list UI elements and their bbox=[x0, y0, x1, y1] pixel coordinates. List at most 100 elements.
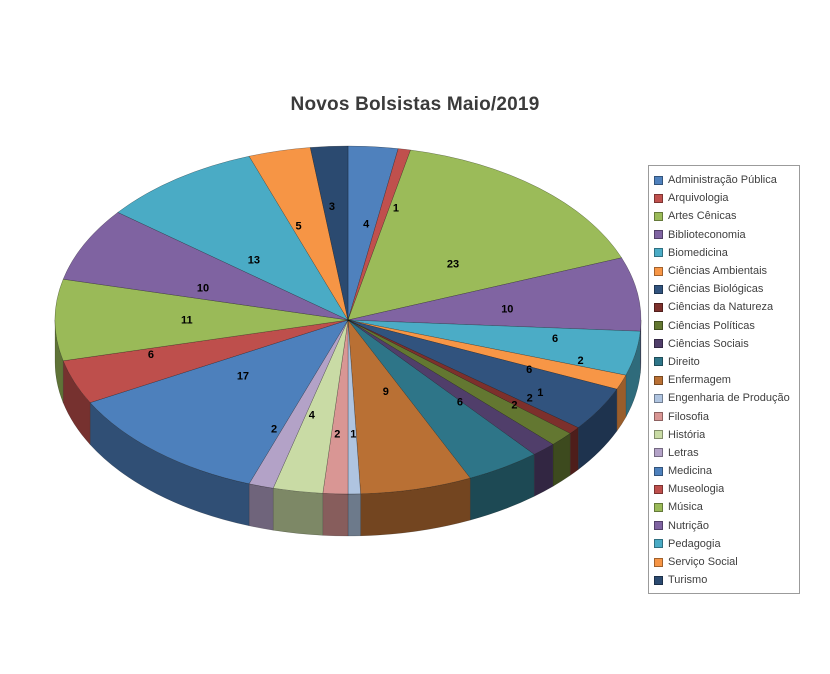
legend-label: Enfermagem bbox=[668, 374, 731, 387]
legend-item: Ciências da Natureza bbox=[654, 298, 795, 316]
legend-item: Artes Cênicas bbox=[654, 207, 795, 225]
pie-slice bbox=[347, 319, 641, 376]
legend-swatch bbox=[654, 284, 663, 294]
legend-label: Artes Cênicas bbox=[668, 210, 737, 223]
legend-item: Administração Pública bbox=[654, 171, 795, 189]
slice-data-label: 6 bbox=[457, 396, 463, 408]
pie-slice bbox=[347, 148, 411, 321]
slice-data-label: 9 bbox=[383, 386, 389, 398]
slice-data-label: 2 bbox=[271, 423, 277, 435]
slice-data-label: 11 bbox=[181, 315, 193, 327]
legend-label: Música bbox=[668, 501, 703, 514]
legend-item: Letras bbox=[654, 444, 795, 462]
slice-data-label: 1 bbox=[350, 428, 356, 440]
legend-item: Direito bbox=[654, 353, 795, 371]
legend-label: Arquivologia bbox=[668, 192, 729, 205]
legend-item: Pedagogia bbox=[654, 535, 795, 553]
pie-slice bbox=[347, 319, 579, 434]
legend-label: Medicina bbox=[668, 465, 713, 478]
legend-swatch bbox=[654, 466, 663, 476]
pie-slice bbox=[347, 149, 623, 321]
legend-swatch bbox=[654, 302, 663, 312]
slice-data-label: 6 bbox=[526, 364, 532, 376]
pie-slice bbox=[347, 319, 471, 495]
legend-item: Música bbox=[654, 498, 795, 516]
legend-swatch bbox=[654, 484, 663, 494]
legend-item: Medicina bbox=[654, 462, 795, 480]
legend-swatch bbox=[654, 357, 663, 367]
slice-data-label: 10 bbox=[197, 282, 209, 294]
pie-slice bbox=[272, 319, 349, 494]
legend-label: Ciências Ambientais bbox=[668, 265, 768, 278]
legend-swatch bbox=[654, 502, 663, 512]
legend-label: Biblioteconomia bbox=[668, 228, 746, 241]
slice-data-label: 2 bbox=[578, 355, 584, 367]
pie-slice-side bbox=[272, 487, 324, 536]
legend-item: Enfermagem bbox=[654, 371, 795, 389]
legend: Administração Pública Arquivologia Artes C… bbox=[648, 165, 800, 595]
legend-swatch bbox=[654, 321, 663, 331]
slice-data-label: 6 bbox=[552, 333, 558, 345]
slice-data-label: 23 bbox=[447, 259, 459, 271]
pie-slice bbox=[347, 319, 571, 445]
legend-label: Serviço Social bbox=[668, 556, 738, 569]
legend-label: História bbox=[668, 428, 706, 441]
pie-slice bbox=[347, 145, 399, 321]
slice-data-label: 3 bbox=[329, 201, 335, 213]
legend-item: Engenharia de Produção bbox=[654, 389, 795, 407]
legend-swatch bbox=[654, 412, 663, 422]
legend-label: Engenharia de Produção bbox=[668, 392, 790, 405]
legend-label: Ciências Sociais bbox=[668, 337, 749, 350]
pie-slice bbox=[62, 319, 349, 403]
legend-label: Biomedicina bbox=[668, 246, 728, 259]
legend-item: Ciências Biológicas bbox=[654, 280, 795, 298]
pie-slice bbox=[347, 319, 361, 495]
pie-slice-side bbox=[347, 493, 361, 537]
slice-data-label: 2 bbox=[527, 392, 533, 404]
pie-slice bbox=[54, 278, 349, 362]
legend-label: Administração Pública bbox=[668, 174, 777, 187]
pie-slice-side bbox=[569, 427, 579, 476]
pie-slice bbox=[248, 147, 349, 321]
legend-label: Direito bbox=[668, 355, 700, 368]
legend-swatch bbox=[654, 375, 663, 385]
legend-swatch bbox=[654, 521, 663, 531]
legend-label: Nutrição bbox=[668, 519, 709, 532]
slice-data-label: 10 bbox=[501, 303, 513, 315]
legend-label: Filosofia bbox=[668, 410, 709, 423]
slice-data-label: 2 bbox=[334, 428, 340, 440]
legend-swatch bbox=[654, 430, 663, 440]
legend-item: Filosofia bbox=[654, 407, 795, 425]
legend-item: Serviço Social bbox=[654, 553, 795, 571]
legend-swatch bbox=[654, 248, 663, 258]
pie-slice bbox=[89, 319, 349, 485]
legend-item: Turismo bbox=[654, 571, 795, 589]
slice-data-label: 1 bbox=[537, 387, 543, 399]
legend-item: Ciências Ambientais bbox=[654, 262, 795, 280]
legend-item: Biblioteconomia bbox=[654, 226, 795, 244]
slice-data-label: 1 bbox=[393, 203, 399, 215]
legend-item: Biomedicina bbox=[654, 244, 795, 262]
legend-label: Pedagogia bbox=[668, 537, 721, 550]
pie-slice-side bbox=[322, 493, 349, 537]
pie-slice bbox=[347, 257, 642, 332]
legend-swatch bbox=[654, 211, 663, 221]
legend-swatch bbox=[654, 393, 663, 403]
pie-slice-side bbox=[248, 483, 274, 531]
legend-swatch bbox=[654, 539, 663, 549]
pie-slice bbox=[309, 145, 349, 321]
legend-label: Ciências Biológicas bbox=[668, 283, 764, 296]
legend-swatch bbox=[654, 266, 663, 276]
legend-swatch bbox=[654, 557, 663, 567]
pie-slice bbox=[322, 319, 349, 495]
pie-slice bbox=[347, 319, 554, 455]
pie-slice bbox=[347, 319, 627, 390]
legend-swatch bbox=[654, 175, 663, 185]
legend-item: Ciências Sociais bbox=[654, 335, 795, 353]
legend-item: História bbox=[654, 426, 795, 444]
legend-label: Turismo bbox=[668, 574, 708, 587]
legend-swatch bbox=[654, 448, 663, 458]
pie-slice bbox=[117, 155, 349, 321]
legend-item: Nutrição bbox=[654, 517, 795, 535]
